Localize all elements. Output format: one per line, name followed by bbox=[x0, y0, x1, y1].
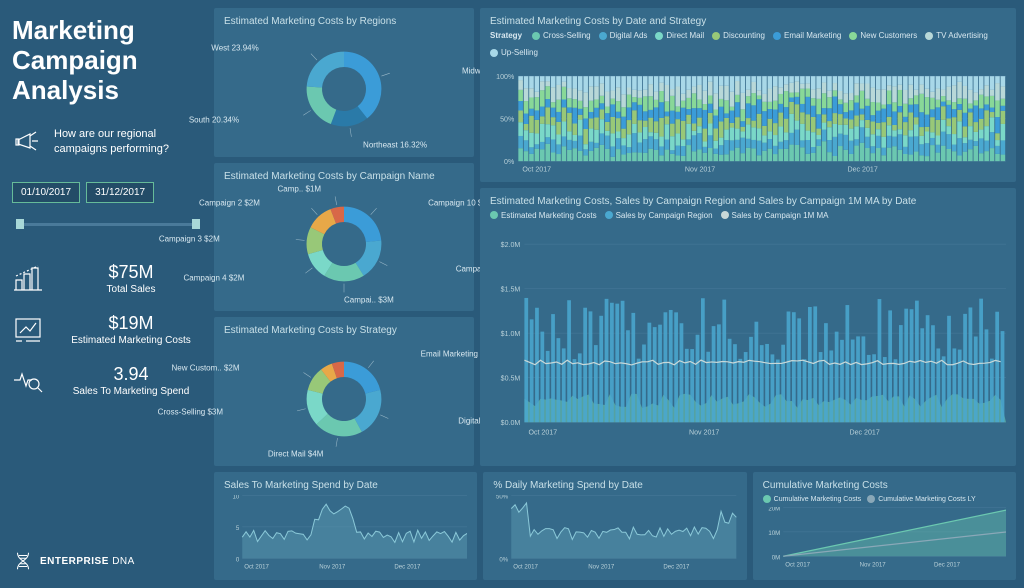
combo-chart[interactable]: $0.0M $0.5M $1.0M $1.5M $2.0M Oct 2017 Nov 201… bbox=[490, 224, 1006, 457]
svg-text:Dec 2017: Dec 2017 bbox=[847, 165, 877, 173]
svg-text:50%: 50% bbox=[500, 116, 515, 124]
svg-text:Oct 2017: Oct 2017 bbox=[528, 428, 557, 436]
daily-spend-panel: % Daily Marketing Spend by Date 0% 50% Oct… bbox=[483, 472, 746, 580]
stacked-panel: Estimated Marketing Costs by Date and St… bbox=[480, 8, 1016, 182]
svg-text:Oct 2017: Oct 2017 bbox=[785, 561, 810, 568]
spend-ratio-panel: Sales To Marketing Spend by Date 0 5 10 Oct… bbox=[214, 472, 477, 580]
kpi-total-sales: $75M Total Sales bbox=[12, 262, 204, 295]
brand-logo: ENTERPRISE DNA bbox=[12, 550, 204, 572]
page-title: Marketing Campaign Analysis bbox=[12, 16, 204, 106]
svg-text:5: 5 bbox=[236, 525, 240, 532]
svg-text:Oct 2017: Oct 2017 bbox=[514, 563, 539, 570]
panel-title: Estimated Marketing Costs by Campaign Na… bbox=[224, 171, 464, 182]
panel-title: Estimated Marketing Costs by Strategy bbox=[224, 325, 464, 336]
svg-text:Nov 2017: Nov 2017 bbox=[589, 563, 616, 570]
spend-ratio-chart[interactable]: 0 5 10 Oct 2017 Nov 2017 Dec 2017 bbox=[224, 495, 467, 571]
svg-text:10M: 10M bbox=[768, 530, 780, 537]
svg-text:20M: 20M bbox=[768, 507, 780, 513]
daily-spend-chart[interactable]: 0% 50% Oct 2017 Nov 2017 Dec 2017 bbox=[493, 495, 736, 571]
svg-text:0: 0 bbox=[236, 556, 240, 563]
svg-text:Dec 2017: Dec 2017 bbox=[850, 428, 880, 436]
kpi-label: Estimated Marketing Costs bbox=[58, 335, 204, 346]
svg-text:Nov 2017: Nov 2017 bbox=[685, 165, 715, 173]
svg-text:0%: 0% bbox=[500, 556, 509, 563]
cumulative-legend: Cumulative Marketing CostsCumulative Mar… bbox=[763, 495, 1006, 503]
trend-icon bbox=[12, 313, 44, 345]
kpi-value: $19M bbox=[58, 313, 204, 334]
megaphone-icon bbox=[12, 126, 44, 158]
pulse-search-icon bbox=[12, 364, 44, 396]
svg-text:Dec 2017: Dec 2017 bbox=[394, 563, 421, 570]
kpi-label: Sales To Marketing Spend bbox=[58, 386, 204, 397]
svg-text:$1.0M: $1.0M bbox=[501, 330, 521, 338]
panel-title: Estimated Marketing Costs, Sales by Camp… bbox=[490, 196, 1006, 207]
svg-text:Dec 2017: Dec 2017 bbox=[934, 561, 961, 568]
strategy-panel: Estimated Marketing Costs by Strategy Em… bbox=[214, 317, 474, 466]
svg-text:0M: 0M bbox=[771, 554, 779, 561]
panel-title: Estimated Marketing Costs by Regions bbox=[224, 16, 464, 27]
panel-title: Estimated Marketing Costs by Date and St… bbox=[490, 16, 1006, 27]
campaigns-donut[interactable]: Campaign 10 $4MCampaign 5 $3MCampai.. $3… bbox=[224, 186, 464, 303]
kpi-marketing-costs: $19M Estimated Marketing Costs bbox=[12, 313, 204, 346]
cumulative-panel: Cumulative Marketing Costs Cumulative Ma… bbox=[753, 472, 1016, 580]
svg-text:10: 10 bbox=[232, 495, 239, 501]
combo-legend: Estimated Marketing CostsSales by Campai… bbox=[490, 211, 1006, 220]
panel-title: Cumulative Marketing Costs bbox=[763, 480, 1006, 491]
svg-text:Nov 2017: Nov 2017 bbox=[859, 561, 886, 568]
regions-panel: Estimated Marketing Costs by Regions Mid… bbox=[214, 8, 474, 157]
svg-text:Oct 2017: Oct 2017 bbox=[522, 165, 551, 173]
date-slider[interactable] bbox=[16, 223, 200, 226]
svg-text:$0.5M: $0.5M bbox=[501, 374, 521, 382]
strategy-donut[interactable]: Email Marketing $4MDigital Ads $4MDirect… bbox=[224, 340, 464, 457]
svg-text:Nov 2017: Nov 2017 bbox=[319, 563, 346, 570]
date-range: 01/10/2017 31/12/2017 bbox=[12, 182, 204, 203]
brand-name: ENTERPRISE bbox=[40, 556, 109, 567]
regions-donut[interactable]: Midwest 39.4%Northeast 16.32%South 20.34… bbox=[224, 31, 464, 148]
stacked-legend: StrategyCross-SellingDigital AdsDirect M… bbox=[490, 31, 1006, 57]
bars-icon bbox=[12, 262, 44, 294]
svg-text:0%: 0% bbox=[504, 158, 515, 166]
page-subtitle: How are our regional campaigns performin… bbox=[54, 127, 204, 156]
combo-panel: Estimated Marketing Costs, Sales by Camp… bbox=[480, 188, 1016, 467]
svg-text:50%: 50% bbox=[496, 495, 509, 501]
svg-text:$0.0M: $0.0M bbox=[501, 419, 521, 427]
svg-text:Dec 2017: Dec 2017 bbox=[664, 563, 691, 570]
svg-text:$1.5M: $1.5M bbox=[501, 285, 521, 293]
kpi-value: $75M bbox=[58, 262, 204, 283]
panel-title: % Daily Marketing Spend by Date bbox=[493, 480, 736, 491]
sidebar: Marketing Campaign Analysis How are our … bbox=[8, 8, 208, 580]
svg-text:100%: 100% bbox=[496, 73, 515, 81]
dna-icon bbox=[12, 550, 34, 572]
date-start[interactable]: 01/10/2017 bbox=[12, 182, 80, 203]
date-end[interactable]: 31/12/2017 bbox=[86, 182, 154, 203]
panel-title: Sales To Marketing Spend by Date bbox=[224, 480, 467, 491]
svg-text:Oct 2017: Oct 2017 bbox=[244, 563, 269, 570]
kpi-label: Total Sales bbox=[58, 284, 204, 295]
svg-text:Nov 2017: Nov 2017 bbox=[689, 428, 719, 436]
campaign-name-panel: Estimated Marketing Costs by Campaign Na… bbox=[214, 163, 474, 312]
svg-text:$2.0M: $2.0M bbox=[501, 241, 521, 249]
cumulative-chart[interactable]: 0M 10M 20M Oct 2017 Nov 2017 Dec 2017 bbox=[763, 507, 1006, 569]
stacked-chart[interactable]: 0% 50% 100% Oct 2017 Nov 2017 Dec 2017 bbox=[490, 61, 1006, 189]
brand-suffix: DNA bbox=[112, 556, 135, 567]
